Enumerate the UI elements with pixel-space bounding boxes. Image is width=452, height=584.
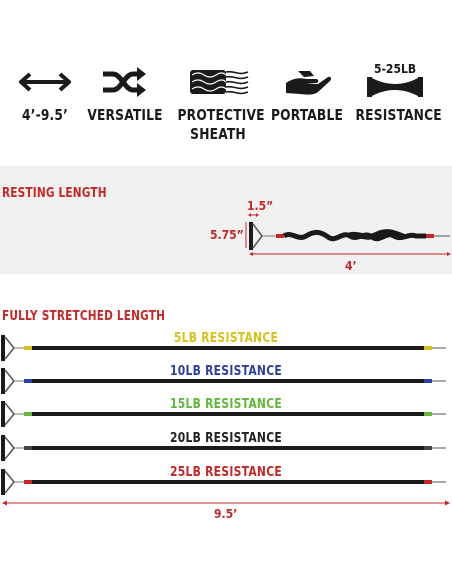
resistance-range-label: 5-25LB (373, 62, 417, 76)
band-5lb (1, 335, 446, 361)
resistance-label: RESISTANCE (355, 106, 442, 124)
resting-length-section (0, 166, 452, 274)
band-label-25lb: 25LB RESISTANCE (169, 465, 283, 480)
portable-label: PORTABLE (270, 106, 344, 124)
double-arrow-icon (14, 62, 76, 102)
band-label-20lb: 20LB RESISTANCE (169, 431, 283, 446)
resting-length-label: 4’ (345, 259, 357, 273)
band-label-10lb: 10LB RESISTANCE (169, 364, 283, 379)
protective-sheath-label: PROTECTIVE SHEATH (177, 106, 265, 143)
stretched-length-title: FULLY STRETCHED LENGTH (2, 309, 166, 324)
length-range-label: 4’-9.5’ (22, 106, 68, 124)
versatile-label: VERSATILE (87, 106, 163, 124)
band-label-15lb: 15LB RESISTANCE (169, 397, 283, 412)
resting-length-title: RESTING LENGTH (2, 186, 107, 201)
stretched-bands-illustration (1, 335, 450, 506)
handle-width-label: 1.5” (247, 199, 274, 213)
hand-holding-icon (280, 62, 336, 102)
stretched-length-label: 9.5’ (214, 507, 238, 521)
shuffle-arrows-icon (96, 62, 152, 102)
band-label-5lb: 5LB RESISTANCE (173, 331, 279, 346)
band-25lb (1, 469, 446, 495)
stretch-band-icon (362, 74, 428, 100)
band-15lb (1, 401, 446, 427)
handle-height-label: 5.75” (210, 228, 244, 242)
resting-band-illustration (245, 213, 451, 256)
braided-sheath-icon (184, 62, 254, 102)
band-10lb (1, 368, 446, 394)
band-20lb (1, 435, 446, 461)
